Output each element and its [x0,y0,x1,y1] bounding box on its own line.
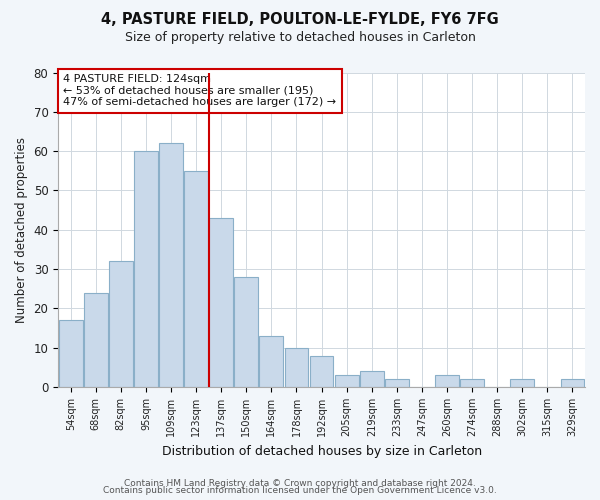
Text: Size of property relative to detached houses in Carleton: Size of property relative to detached ho… [125,31,475,44]
Bar [84,292,108,387]
Bar [284,348,308,387]
Text: Contains HM Land Registry data © Crown copyright and database right 2024.: Contains HM Land Registry data © Crown c… [124,478,476,488]
Bar [134,151,158,387]
Bar [235,277,258,387]
Text: 4 PASTURE FIELD: 124sqm
← 53% of detached houses are smaller (195)
47% of semi-d: 4 PASTURE FIELD: 124sqm ← 53% of detache… [64,74,337,108]
Y-axis label: Number of detached properties: Number of detached properties [15,137,28,323]
Bar [159,144,183,387]
Bar [385,379,409,387]
X-axis label: Distribution of detached houses by size in Carleton: Distribution of detached houses by size … [161,444,482,458]
Bar [209,218,233,387]
Text: 4, PASTURE FIELD, POULTON-LE-FYLDE, FY6 7FG: 4, PASTURE FIELD, POULTON-LE-FYLDE, FY6 … [101,12,499,28]
Text: Contains public sector information licensed under the Open Government Licence v3: Contains public sector information licen… [103,486,497,495]
Bar [259,336,283,387]
Bar [59,320,83,387]
Bar [335,376,359,387]
Bar [360,372,383,387]
Bar [109,261,133,387]
Bar [560,379,584,387]
Bar [511,379,534,387]
Bar [435,376,459,387]
Bar [310,356,334,387]
Bar [460,379,484,387]
Bar [184,171,208,387]
